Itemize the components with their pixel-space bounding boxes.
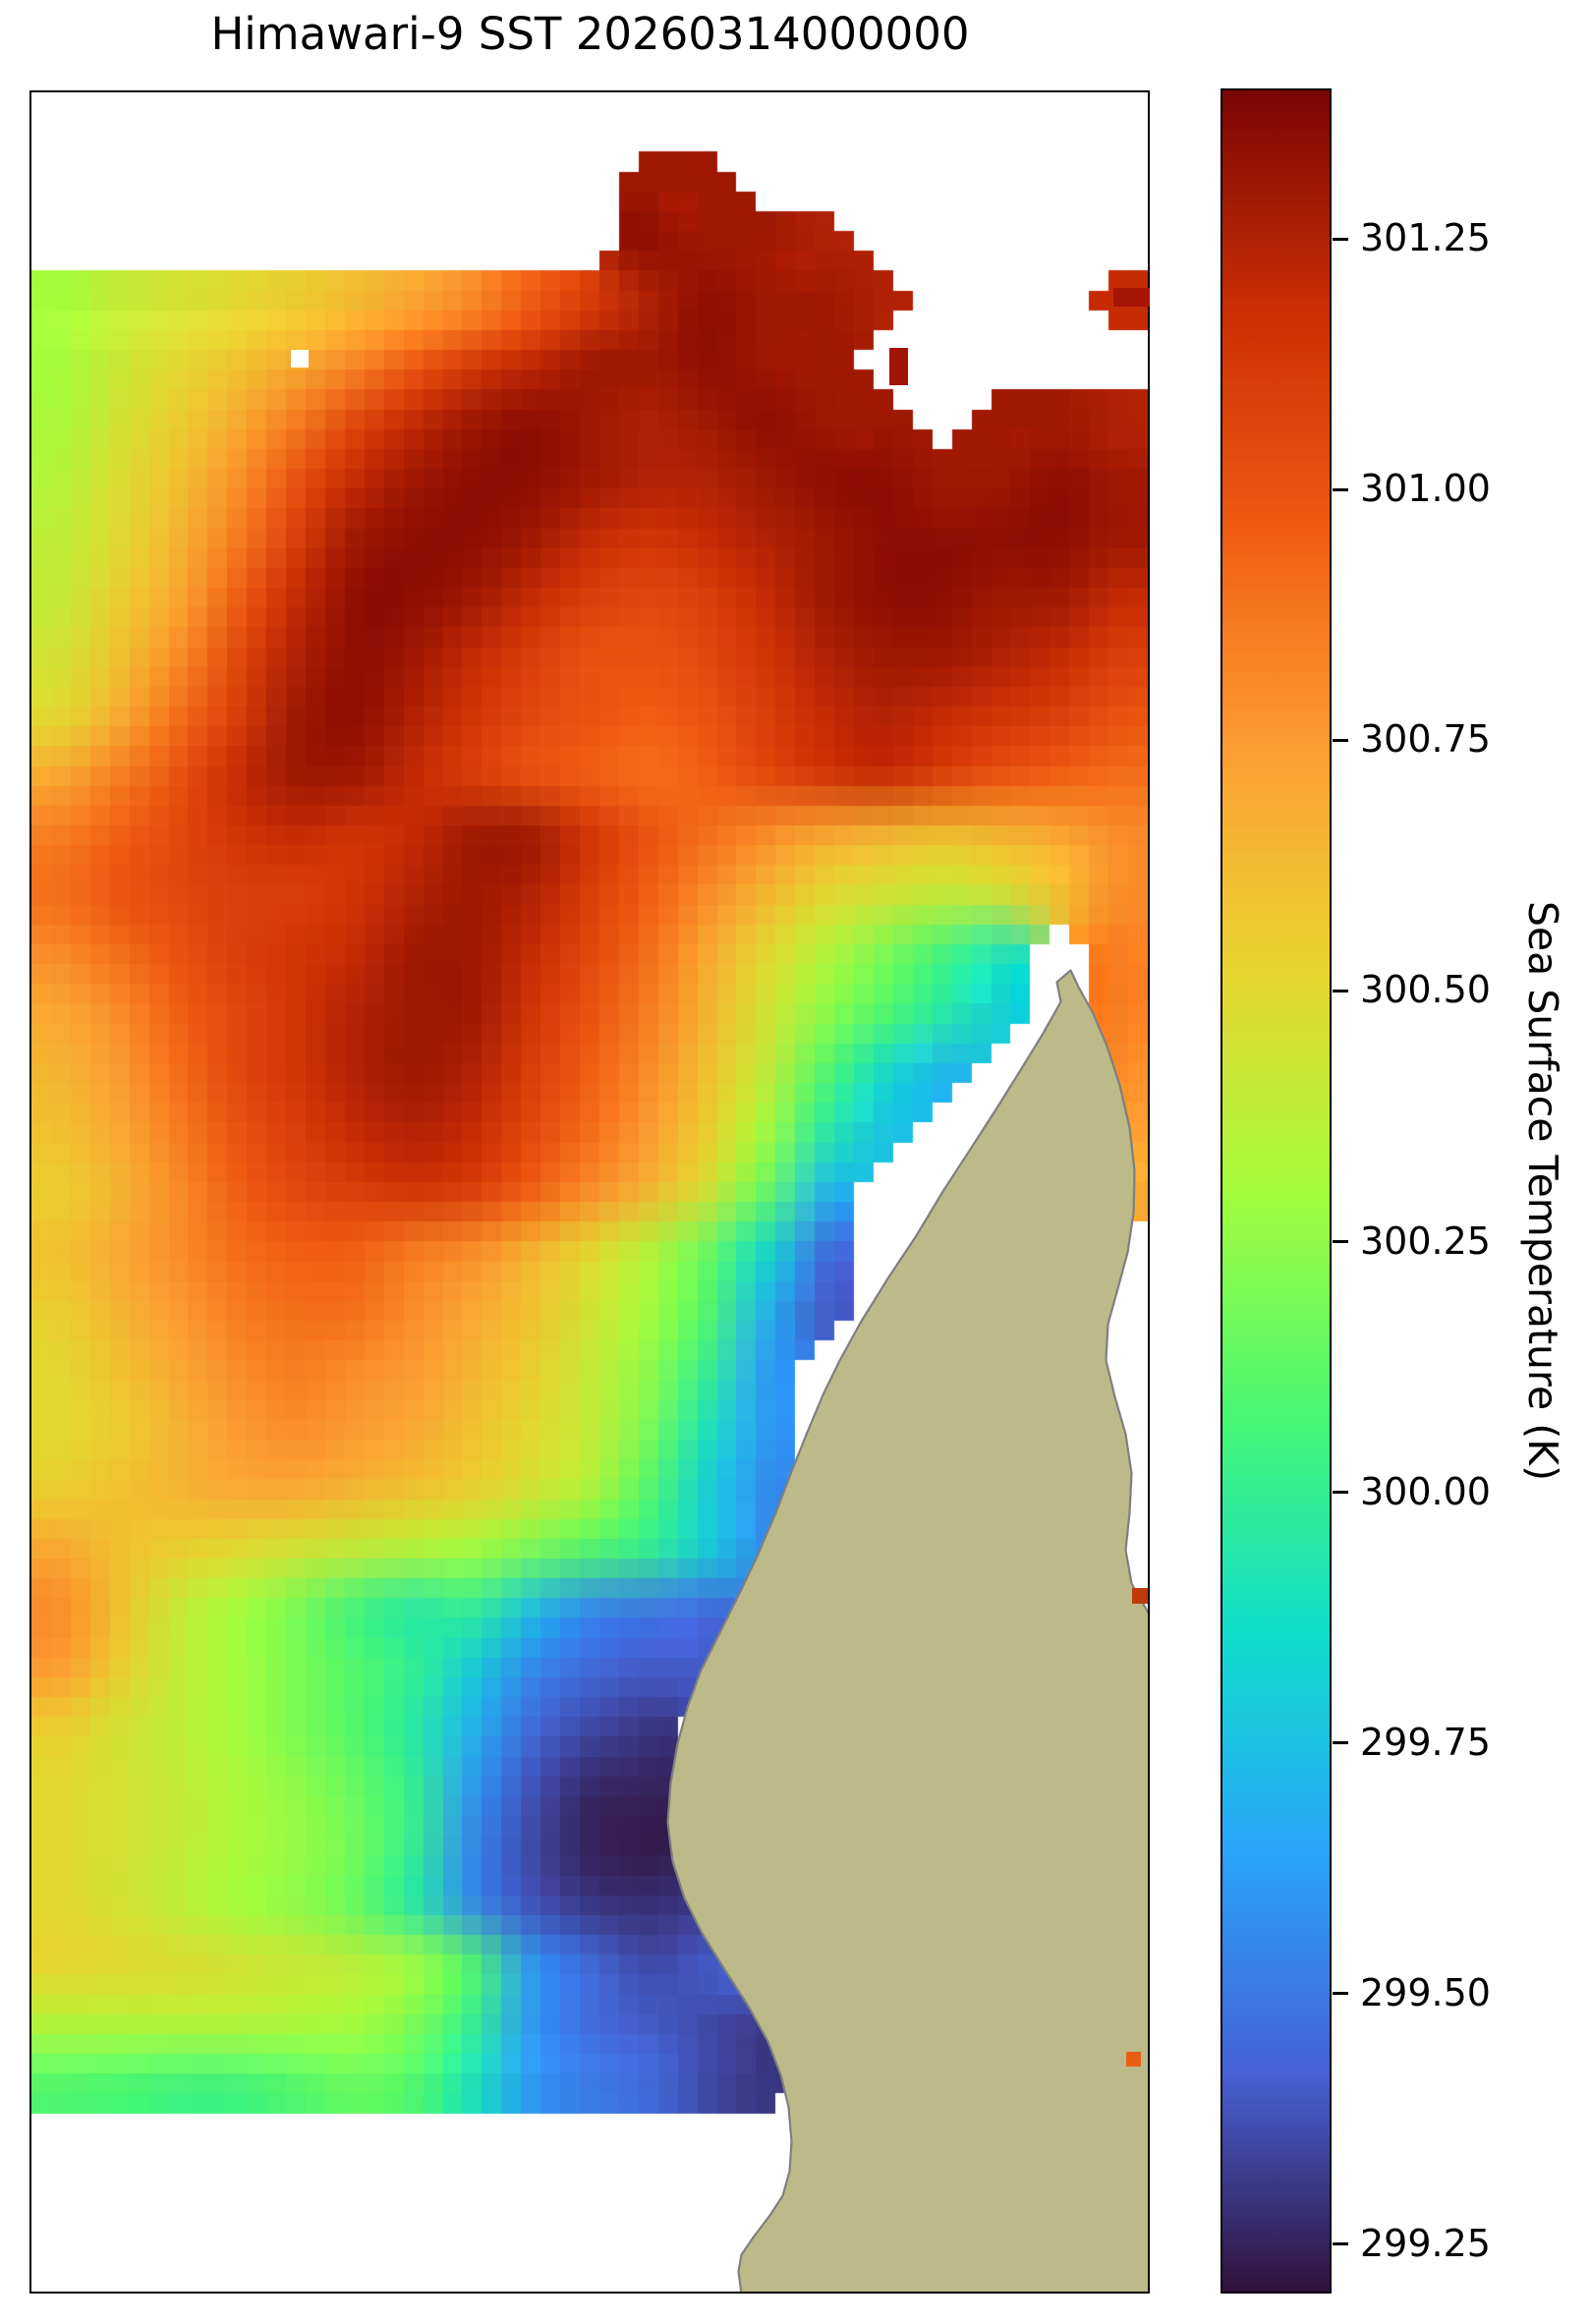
red-data-pixel (1112, 287, 1150, 307)
colorbar-tick-label: 299.50 (1360, 1970, 1491, 2014)
colorbar-tick-mark (1333, 1992, 1348, 1996)
red-data-pixel (1131, 1587, 1148, 1604)
map-plot-area (29, 90, 1150, 2294)
land-polygon-layer (666, 969, 1148, 2292)
colorbar-tick-mark (1333, 989, 1348, 992)
colorbar-tick-label: 300.75 (1360, 717, 1491, 762)
colorbar-tick-label: 301.25 (1360, 216, 1491, 260)
red-data-pixel (888, 347, 908, 385)
colorbar-tick-label: 300.25 (1360, 1219, 1491, 1263)
colorbar-tick-mark (1333, 487, 1348, 491)
colorbar-tick-label: 300.50 (1360, 968, 1491, 1012)
colorbar-tick-label: 299.75 (1360, 1720, 1491, 1764)
colorbar-tick-mark (1333, 1741, 1348, 1745)
colorbar-tick-label: 301.00 (1360, 467, 1491, 511)
colorbar-tick-mark (1333, 1240, 1348, 1244)
colorbar-axis-label: Sea Surface Temperature (K) (1519, 900, 1566, 1482)
colorbar-tick-mark (1333, 738, 1348, 742)
colorbar-tick-label: 300.00 (1360, 1469, 1491, 1513)
land-polygon (666, 969, 1148, 2292)
colorbar-tick-mark (1333, 2242, 1348, 2246)
orange-data-pixel (1125, 2051, 1141, 2067)
colorbar-tick-label: 299.25 (1360, 2222, 1491, 2266)
colorbar-tick-mark (1333, 237, 1348, 241)
white-gap-pixel (290, 349, 309, 368)
colorbar (1221, 88, 1332, 2294)
chart-title: Himawari-9 SST 20260314000000 (210, 8, 970, 60)
colorbar-tick-mark (1333, 1491, 1348, 1495)
